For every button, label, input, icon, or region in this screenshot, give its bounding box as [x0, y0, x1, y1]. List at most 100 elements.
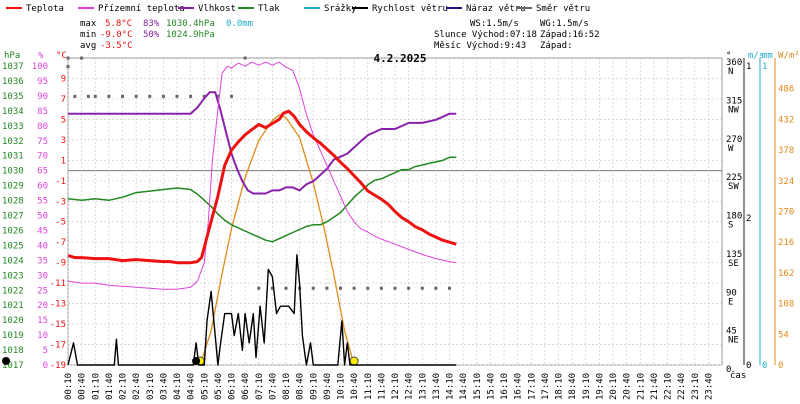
info-ws: WS:1.5m/s: [470, 19, 519, 29]
dir-label: NE: [728, 336, 739, 346]
hpa-tick: 1026: [2, 226, 24, 236]
x-tick-label: 01:40: [105, 373, 115, 400]
ms-tick: 1: [746, 62, 751, 72]
wind-dir-point: [257, 286, 261, 290]
x-tick-label: 09:40: [323, 373, 333, 400]
dir-label: SE: [728, 259, 739, 269]
wind-dir-point: [284, 286, 288, 290]
x-tick-label: 23:10: [691, 373, 701, 400]
x-tick-label: 20:10: [609, 373, 619, 400]
ground-temp-line: [67, 61, 457, 290]
wind-dir-point: [270, 286, 274, 290]
hpa-tick: 1019: [2, 331, 24, 341]
x-tick-label: 00:40: [78, 373, 88, 400]
temp-tick: -15: [50, 320, 66, 330]
x-tick-label: 04:10: [173, 373, 183, 400]
hpa-tick: 1023: [2, 271, 24, 281]
x-tick-label: 05:10: [200, 373, 210, 400]
temp-tick: -9: [55, 259, 66, 269]
x-tick-label: 19:40: [595, 373, 605, 400]
wm2-tick: 324: [778, 177, 794, 187]
pressure-line: [67, 156, 457, 243]
hpa-tick: 1022: [2, 286, 24, 296]
temp-tick: -17: [50, 341, 66, 351]
pct-tick: 100: [32, 62, 48, 72]
pct-tick: 70: [37, 152, 48, 162]
dir-label: W: [728, 144, 734, 154]
unit-wm2: W/m²: [778, 51, 800, 61]
pct-tick: 85: [37, 107, 48, 117]
temp-tick: 5: [61, 115, 66, 125]
pct-tick: 80: [37, 122, 48, 132]
x-tick-label: 15:40: [486, 373, 496, 400]
temp-tick: -1: [55, 177, 66, 187]
hpa-tick: 1035: [2, 92, 24, 102]
info-sunset: Západ:16:52: [540, 30, 600, 40]
x-tick-label: 19:10: [582, 373, 592, 400]
temp-tick: -7: [55, 238, 66, 248]
wind-dir-point: [448, 286, 451, 290]
legend-label: Rychlost větru: [372, 4, 448, 14]
wind-dir-point: [161, 94, 165, 98]
pct-tick: 15: [37, 316, 48, 326]
pct-tick: 65: [37, 167, 48, 177]
x-tick-label: 06:10: [228, 373, 238, 400]
legend: Teplota Přízemní teplota Vlhkost Tlak Srážky…: [6, 4, 600, 51]
info-moonset: Západ:: [540, 41, 573, 51]
x-tick-label: 17:10: [527, 373, 537, 400]
deg-tick: 360: [726, 58, 742, 68]
legend-label: Přízemní teplota: [98, 4, 185, 14]
x-tick-label: 02:40: [132, 373, 142, 400]
x-tick-label: 22:40: [677, 373, 687, 400]
x-tick-label: 12:10: [391, 373, 401, 400]
pct-tick: 35: [37, 256, 48, 266]
moonset-marker: [2, 357, 10, 365]
hpa-tick: 1020: [2, 316, 24, 326]
x-tick-label: 20:40: [623, 373, 633, 400]
x-tick-label: 16:40: [514, 373, 524, 400]
info-sunrise: Slunce Východ:07:18: [434, 30, 537, 40]
pct-tick: 95: [37, 77, 48, 87]
sunset-marker: [349, 356, 359, 366]
dir-label: N: [728, 67, 733, 77]
wind-dir-point: [134, 94, 138, 98]
wind-dir-point: [407, 286, 411, 290]
hpa-tick: 1034: [2, 107, 24, 117]
temp-tick: -3: [55, 197, 66, 207]
hpa-tick: 1025: [2, 241, 24, 251]
pct-tick: 75: [37, 137, 48, 147]
stat-min-pres: 1024.9hPa: [166, 30, 215, 40]
x-tick-label: 00:10: [64, 373, 74, 400]
wind-dir-point: [230, 94, 233, 98]
wind-dir-point: [148, 94, 152, 98]
mm-tick: 1: [762, 62, 767, 72]
deg-tick: 270: [726, 135, 742, 145]
stat-min-hum: 50%: [143, 30, 160, 40]
wm2-tick: 162: [778, 269, 794, 279]
wind-dir-point: [339, 286, 342, 290]
legend-label: Vlhkost: [198, 4, 236, 14]
stat-max-rain: 0.0mm: [226, 19, 253, 29]
wm2-tick: 216: [778, 238, 794, 248]
x-tick-label: 02:10: [119, 373, 129, 400]
temp-tick: 1: [61, 156, 66, 166]
x-tick-label: 13:10: [418, 373, 428, 400]
pct-tick: 25: [37, 286, 48, 296]
stat-max-hum: 83%: [143, 19, 160, 29]
wm2-tick: 54: [778, 330, 789, 340]
wind-dir-point: [86, 94, 90, 98]
x-tick-label: 10:40: [350, 373, 360, 400]
temp-tick: 9: [61, 74, 66, 84]
wm2-tick: 270: [778, 208, 794, 218]
wm2-tick: 0: [778, 361, 783, 371]
wind-dir-point: [80, 56, 84, 60]
wind-dir-point: [434, 286, 438, 290]
wind-dir-point: [325, 286, 329, 290]
info-moonrise: Měsíc Východ:9:43: [434, 41, 526, 51]
deg-tick: 180: [726, 212, 742, 222]
deg-tick: 90: [726, 288, 737, 298]
wind-dir-point: [121, 94, 124, 98]
unit-mm: mm: [762, 51, 773, 61]
temp-tick: -19: [50, 361, 66, 371]
